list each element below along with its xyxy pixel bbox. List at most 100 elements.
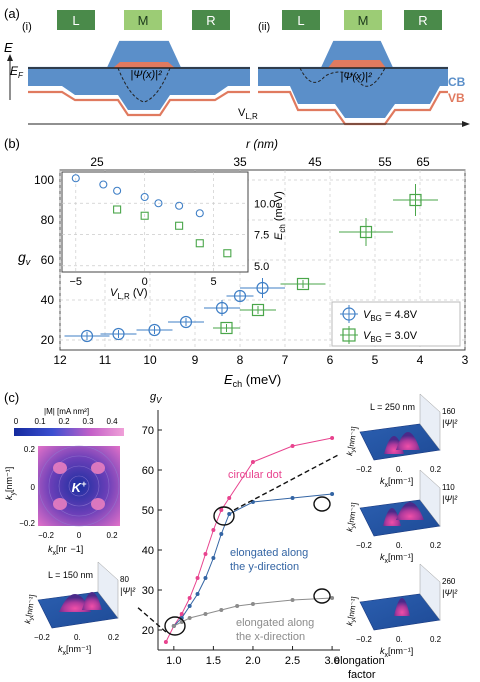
colorbar-tick: 0	[14, 417, 19, 426]
inset-x-tick: −5	[70, 276, 83, 288]
surface-ky-label: ky[nm⁻¹]	[345, 596, 361, 627]
surface-z-label: |Ψ|²	[442, 418, 458, 428]
series-line	[173, 493, 333, 627]
energy-axis-label: E	[4, 40, 13, 55]
wavefunction-label-ii: |Ψ(x)|²	[340, 71, 372, 83]
gate-box-m	[124, 10, 162, 30]
series-point	[227, 496, 232, 500]
surface-plot-1: L = 250 nm 160 |Ψ|² −0.2 0. 0.2 kx[nm⁻¹] ky[nm⁻…	[345, 393, 458, 489]
label-y-elongated-2: the y-direction	[230, 561, 299, 573]
highlight-3-0-y	[313, 496, 331, 512]
k-map-y-tick: 0.2	[24, 445, 36, 454]
series-point	[290, 444, 295, 448]
label-y-elongated-1: elongated along	[230, 547, 308, 559]
c-x-tick-label: 2.5	[285, 655, 300, 667]
c-x-tick-label: 2.0	[245, 655, 260, 667]
label-circular-dot: circular dot	[228, 469, 282, 481]
surface-tick-mid: 0.	[396, 465, 403, 474]
c-y-tick-label: 50	[142, 505, 154, 517]
k-map-x-tick: 0.2	[106, 531, 118, 540]
inset-point-green	[140, 211, 149, 220]
gate-label-m: M	[138, 13, 149, 28]
series-point	[187, 604, 192, 608]
inset-y-tick: 10.0	[254, 198, 275, 210]
gate-label-l-ii: L	[297, 13, 304, 28]
probability-peak	[396, 432, 420, 450]
inset-point-green	[223, 249, 232, 258]
series-point	[219, 508, 224, 512]
c-y-tick-label: 40	[142, 545, 154, 557]
data-point-green	[251, 303, 265, 317]
voltage-label: VL,R	[238, 107, 258, 121]
series-point	[179, 612, 184, 616]
highlight-1-0	[164, 616, 186, 636]
sub-label-ii: (ii)	[258, 21, 270, 33]
x-tick-label: 10	[143, 353, 157, 367]
inset-point-blue	[175, 201, 184, 210]
x-tick-label: 11	[99, 353, 112, 367]
top-tick-label: 55	[378, 155, 392, 169]
surface-length-label: L = 150 nm	[48, 570, 93, 580]
k-space-map	[38, 446, 120, 526]
label-x-elongated-2: the x-direction	[236, 631, 305, 643]
c-y-tick-label: 30	[142, 585, 154, 597]
connector-150nm	[135, 605, 167, 633]
series-point	[187, 596, 192, 600]
y-tick-label: 20	[41, 333, 55, 347]
k-map-x-tick: −0.2	[38, 531, 54, 540]
conduction-band-ii	[258, 42, 448, 118]
surface-back-wall	[419, 469, 441, 527]
vb-label: VB	[448, 91, 465, 105]
series-point	[330, 596, 335, 600]
inset-y-label: Ech (meV)	[273, 191, 287, 240]
top-tick-label: 65	[416, 155, 430, 169]
gv-axis-label: gv	[18, 249, 31, 267]
voltage-axis-arrow	[462, 121, 470, 127]
surface-ky-label: ky[nm⁻¹]	[345, 502, 361, 533]
sub-label-i: (i)	[22, 21, 32, 33]
inset-x-tick: 5	[210, 276, 216, 288]
colorbar	[14, 428, 124, 436]
data-point-blue	[80, 329, 94, 343]
surface-zmax-label: 160	[442, 407, 456, 416]
surface-tick-right: 0.2	[430, 635, 442, 644]
legend-label-green: VBG = 3.0V	[363, 330, 418, 344]
surface-tick-left: −0.2	[356, 541, 372, 550]
gate-box-r	[192, 10, 230, 30]
gate-box-l-ii	[282, 10, 320, 30]
inset-point-blue	[113, 186, 122, 195]
series-point	[187, 616, 192, 620]
c-x-tick-label: 1.5	[206, 655, 221, 667]
inset-y-tick: 7.5	[254, 230, 269, 242]
surface-z-label: |Ψ|²	[442, 588, 458, 598]
x-tick-label: 8	[237, 353, 244, 367]
panel-a: (a) (i) (ii) L M R L M R E EF |Ψ(x)|²	[4, 6, 470, 127]
surface-tick-left: −0.2	[356, 465, 372, 474]
inset-point-green	[113, 205, 122, 214]
surface-kx-label: kx[nm⁻¹]	[380, 476, 413, 489]
series-point	[211, 528, 216, 532]
inset-point-blue	[195, 209, 204, 218]
series-point	[171, 624, 176, 628]
y-tick-label: 80	[41, 213, 55, 227]
y-tick-label: 60	[41, 253, 55, 267]
panel-label-b: (b)	[4, 136, 20, 151]
surface-tick-left: −0.2	[356, 635, 372, 644]
surface-back-wall	[419, 393, 441, 451]
surface-plot-3: 260 |Ψ|² −0.2 0. 0.2 kx[nm⁻¹] ky[nm⁻¹]	[345, 563, 458, 659]
legend-label-blue: VBG = 4.8V	[363, 309, 418, 323]
data-point-green	[359, 225, 373, 239]
y-tick-label: 100	[34, 173, 54, 187]
series-point	[290, 496, 295, 500]
panel-label-c: (c)	[4, 390, 19, 405]
surface-tick-mid: 0.	[396, 635, 403, 644]
inset-x-tick: 0	[142, 276, 148, 288]
surface-zmax-label: 110	[442, 483, 455, 492]
colorbar-tick: 0.4	[106, 417, 118, 426]
colorbar-tick: 0.2	[58, 417, 70, 426]
series-point	[203, 612, 208, 616]
dot-state-ii	[328, 60, 386, 68]
probability-peak	[396, 502, 424, 520]
c-x-tick-label: 1.0	[166, 655, 181, 667]
